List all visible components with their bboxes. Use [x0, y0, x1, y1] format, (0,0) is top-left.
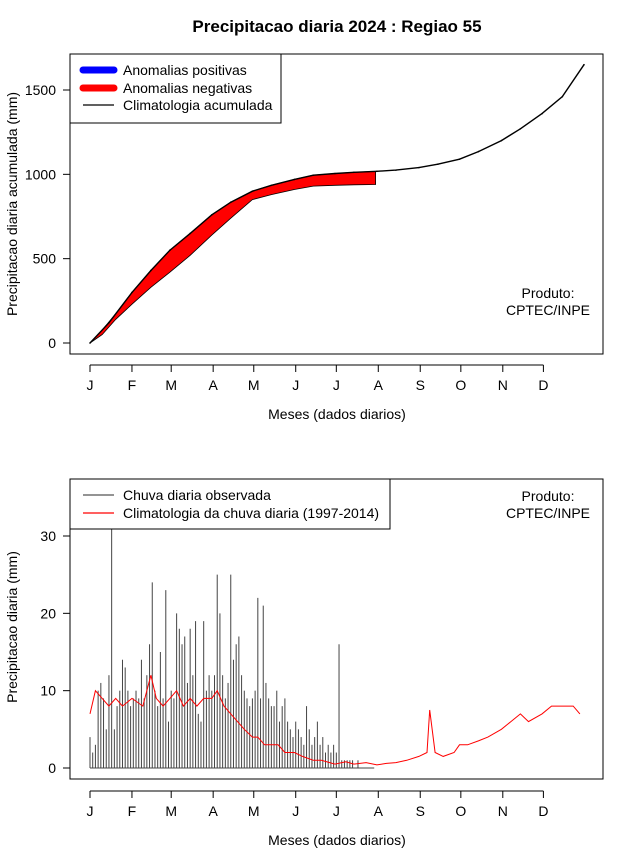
- x-tick-label: M: [165, 803, 177, 819]
- x-tick-label: M: [248, 377, 260, 393]
- climatology-point: [150, 269, 152, 272]
- x-tick-label: D: [538, 803, 548, 819]
- x-tick-label: A: [208, 377, 218, 393]
- top-marks: [89, 63, 585, 344]
- y-tick-label: 30: [40, 528, 56, 544]
- x-tick-label: J: [292, 803, 299, 819]
- x-tick-label: M: [248, 803, 260, 819]
- x-tick-label: J: [292, 377, 299, 393]
- x-tick-label: D: [538, 377, 548, 393]
- x-tick-label: N: [498, 803, 508, 819]
- bottom-legend: Chuva diaria observada Climatologia da c…: [69, 478, 391, 530]
- climatology-point: [189, 232, 191, 235]
- daily-climatology-line: [89, 675, 581, 766]
- climatology-point: [108, 321, 110, 324]
- top-panel: J F M A M J J A S O N D 0 500 1000 1500 Meses (dados di…: [4, 53, 604, 422]
- climatology-point: [251, 190, 254, 192]
- x-tick-label: O: [455, 377, 466, 393]
- bottom-product-label: Produto:: [522, 488, 575, 504]
- climatology-point: [376, 170, 378, 173]
- climatology-point: [353, 171, 355, 174]
- top-product-label: Produto:: [522, 285, 575, 301]
- x-tick-label: J: [87, 377, 94, 393]
- legend-label-daily-climatology: Climatologia da chuva diaria (1997-2014): [123, 505, 379, 521]
- climatology-point: [312, 174, 315, 176]
- climatology-point: [418, 166, 420, 169]
- chart-title: Precipitacao diaria 2024 : Regiao 55: [192, 17, 481, 36]
- legend-label-observed: Chuva diaria observada: [123, 487, 271, 503]
- y-tick-label: 0: [48, 760, 56, 776]
- x-tick-label: J: [333, 803, 340, 819]
- x-tick-label: F: [128, 377, 137, 393]
- climatology-point: [458, 158, 461, 160]
- climatology-point: [270, 184, 273, 187]
- climatology-point: [500, 139, 503, 142]
- y-tick-label: 1500: [25, 82, 56, 98]
- x-tick-label: A: [208, 803, 218, 819]
- climatology-point: [561, 95, 564, 98]
- climatology-point: [169, 249, 171, 252]
- y-tick-label: 500: [33, 251, 57, 267]
- y-tick-label: 20: [40, 605, 56, 621]
- bottom-product-source: CPTEC/INPE: [506, 505, 590, 521]
- y-tick-label: 10: [40, 683, 56, 699]
- climatology-point: [437, 163, 439, 166]
- x-tick-label: J: [333, 377, 340, 393]
- x-tick-label: A: [374, 377, 384, 393]
- climatology-point: [519, 127, 522, 130]
- bottom-axes: J F M A M J J A S O N D 0 10 20 30: [40, 528, 548, 819]
- x-tick-label: M: [165, 377, 177, 393]
- climatology-point: [89, 342, 91, 344]
- bottom-x-axis-label: Meses (dados diarios): [268, 832, 406, 848]
- y-tick-label: 0: [48, 335, 56, 351]
- climatology-point: [131, 291, 133, 294]
- top-legend: Anomalias positivas Anomalias negativas …: [69, 53, 282, 124]
- climatology-point: [293, 178, 296, 181]
- x-tick-label: S: [416, 803, 425, 819]
- x-tick-label: S: [416, 377, 425, 393]
- legend-label-positive: Anomalias positivas: [123, 62, 247, 78]
- bottom-y-axis-label: Precipitacao diaria (mm): [4, 551, 20, 703]
- climatology-point: [334, 172, 336, 175]
- bottom-panel: J F M A M J J A S O N D 0 10 20 30 Meses (dados diarios…: [4, 478, 604, 848]
- climatology-point: [583, 63, 585, 66]
- x-tick-label: F: [128, 803, 137, 819]
- legend-label-negative: Anomalias negativas: [123, 80, 252, 96]
- climatology-point: [229, 201, 232, 203]
- bottom-legend-box: [69, 478, 391, 530]
- x-tick-label: N: [498, 377, 508, 393]
- climatology-point: [541, 112, 543, 115]
- top-x-axis-label: Meses (dados diarios): [268, 406, 406, 422]
- x-tick-label: J: [87, 803, 94, 819]
- top-axes: J F M A M J J A S O N D 0 500 1000 1500: [25, 82, 549, 393]
- bottom-marks: [89, 528, 581, 769]
- climatology-point: [477, 150, 480, 153]
- top-y-axis-label: Precipitacao diaria acumulada (mm): [4, 92, 20, 316]
- negative-anomaly-area: [89, 170, 377, 344]
- x-tick-label: O: [455, 803, 466, 819]
- climatology-point: [395, 169, 397, 171]
- x-tick-label: A: [374, 803, 384, 819]
- climatology-point: [211, 214, 213, 216]
- legend-label-climatology: Climatologia acumulada: [123, 97, 273, 113]
- y-tick-label: 1000: [25, 166, 56, 182]
- top-product-source: CPTEC/INPE: [506, 302, 590, 318]
